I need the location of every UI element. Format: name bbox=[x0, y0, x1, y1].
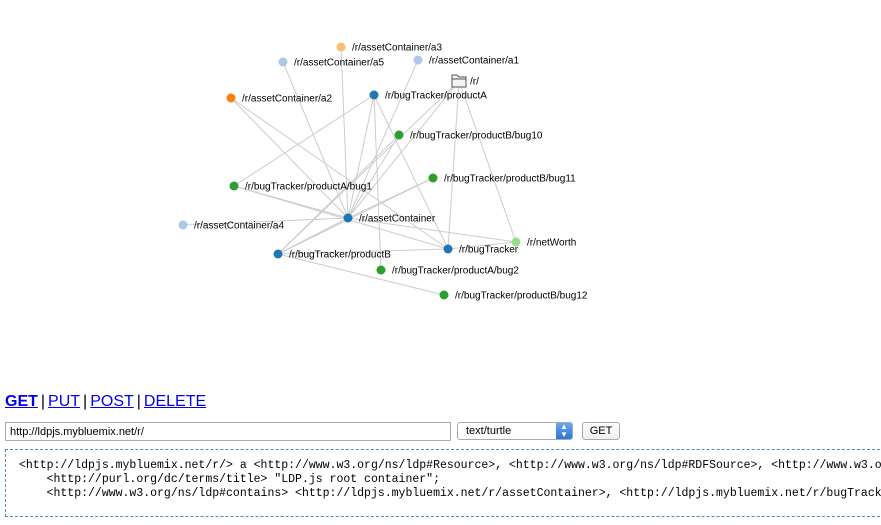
node-label: /r/assetContainer/a3 bbox=[352, 43, 442, 54]
node-label: /r/bugTracker/productB/bug11 bbox=[444, 174, 576, 185]
node-dot-icon bbox=[273, 249, 283, 259]
node-dot-icon bbox=[226, 93, 236, 103]
graph-edge bbox=[347, 80, 460, 219]
url-input[interactable] bbox=[5, 422, 451, 441]
node-dot-icon bbox=[511, 237, 521, 247]
graph-edge bbox=[277, 80, 460, 255]
graph-node[interactable]: /r/bugTracker/productB/bug12 bbox=[439, 290, 588, 302]
graph-edge bbox=[233, 94, 375, 187]
graph-edge bbox=[347, 94, 375, 219]
graph-edge bbox=[277, 253, 445, 296]
node-label: /r/bugTracker/productB/bug12 bbox=[455, 291, 588, 302]
node-label: /r/assetContainer/a4 bbox=[194, 221, 284, 232]
graph-edge bbox=[182, 217, 349, 226]
node-label: /r/assetContainer/a2 bbox=[242, 94, 332, 105]
graph-node[interactable]: /r/bugTracker bbox=[443, 244, 519, 256]
node-label: /r/bugTracker bbox=[459, 245, 519, 256]
node-dot-icon bbox=[343, 213, 353, 223]
graph-edge bbox=[373, 94, 382, 271]
method-separator: | bbox=[83, 393, 88, 410]
graph-node[interactable]: /r/assetContainer/a3 bbox=[336, 42, 443, 54]
post-method-link[interactable]: POST bbox=[90, 393, 134, 410]
node-label: /r/netWorth bbox=[527, 238, 576, 249]
node-dot-icon bbox=[394, 130, 404, 140]
graph-node[interactable]: /r/bugTracker/productB bbox=[273, 249, 392, 261]
node-dot-icon bbox=[376, 265, 386, 275]
graph-edge bbox=[347, 59, 419, 219]
node-dot-icon bbox=[278, 57, 288, 67]
node-dot-icon bbox=[413, 55, 423, 65]
node-label: /r/assetContainer/a1 bbox=[429, 56, 519, 67]
graph-edge bbox=[230, 97, 349, 219]
graph-edge bbox=[277, 177, 434, 255]
node-label: /r/bugTracker/productA/bug2 bbox=[392, 266, 519, 277]
response-line: <http://ldpjs.mybluemix.net/r/> a <http:… bbox=[19, 459, 881, 472]
graph-edge bbox=[277, 134, 400, 255]
graph-edges bbox=[182, 46, 517, 296]
graph-edge bbox=[233, 185, 449, 250]
node-dot-icon bbox=[443, 244, 453, 254]
graph-edge bbox=[277, 248, 449, 255]
get-method-link[interactable]: GET bbox=[5, 393, 38, 410]
graph-node[interactable]: /r/assetContainer/a4 bbox=[178, 220, 285, 232]
node-label: /r/bugTracker/productB bbox=[289, 250, 391, 261]
graph-edge bbox=[340, 46, 349, 219]
response-body: <http://ldpjs.mybluemix.net/r/> a <http:… bbox=[6, 450, 881, 501]
node-label: /r/assetContainer/a5 bbox=[294, 58, 384, 69]
graph-edge bbox=[447, 241, 517, 250]
method-separator: | bbox=[136, 393, 141, 410]
select-arrows-icon: ▲ ▼ bbox=[556, 423, 572, 439]
graph-node[interactable]: /r/bugTracker/productA bbox=[369, 90, 488, 102]
node-dot-icon bbox=[428, 173, 438, 183]
node-label: /r/bugTracker/productA/bug1 bbox=[245, 182, 372, 193]
resource-graph[interactable]: /r/assetContainer/a3/r/assetContainer/a5… bbox=[0, 0, 881, 380]
graph-node[interactable]: /r/bugTracker/productB/bug10 bbox=[394, 130, 543, 142]
mime-type-select[interactable]: text/turtle ▲ ▼ bbox=[457, 422, 573, 440]
submit-get-button[interactable]: GET bbox=[582, 422, 620, 440]
put-method-link[interactable]: PUT bbox=[48, 393, 81, 410]
graph-node[interactable]: /r/bugTracker/productB/bug11 bbox=[428, 173, 577, 185]
node-dot-icon bbox=[439, 290, 449, 300]
graph-edge bbox=[282, 61, 349, 219]
response-panel: <http://ldpjs.mybluemix.net/r/> a <http:… bbox=[5, 449, 881, 517]
graph-edge bbox=[373, 94, 449, 250]
graph-node[interactable]: /r/assetContainer bbox=[343, 213, 436, 225]
node-dot-icon bbox=[369, 90, 379, 100]
graph-nodes[interactable]: /r/assetContainer/a3/r/assetContainer/a5… bbox=[178, 42, 588, 302]
graph-edge bbox=[447, 80, 460, 250]
response-line: <http://purl.org/dc/terms/title> "LDP.js… bbox=[19, 473, 440, 486]
graph-node[interactable]: /r/netWorth bbox=[511, 237, 577, 249]
delete-method-link[interactable]: DELETE bbox=[143, 393, 207, 410]
response-line: <http://www.w3.org/ns/ldp#contains> <htt… bbox=[46, 487, 881, 500]
node-label: /r/bugTracker/productB/bug10 bbox=[410, 131, 543, 142]
graph-edge bbox=[230, 97, 449, 250]
node-dot-icon bbox=[178, 220, 188, 230]
graph-edge bbox=[347, 134, 400, 219]
method-separator: | bbox=[40, 393, 46, 410]
graph-node[interactable]: /r/ bbox=[451, 74, 479, 88]
graph-edge bbox=[458, 80, 517, 243]
folder-icon bbox=[451, 74, 467, 88]
graph-node[interactable]: /r/assetContainer/a5 bbox=[278, 57, 385, 69]
node-label: /r/bugTracker/productA bbox=[385, 91, 487, 102]
graph-edge bbox=[347, 217, 517, 243]
graph-node[interactable]: /r/assetContainer/a2 bbox=[226, 93, 333, 105]
node-label: /r/assetContainer bbox=[359, 214, 436, 225]
node-dot-icon bbox=[229, 181, 239, 191]
node-label: /r/ bbox=[470, 77, 479, 88]
graph-node[interactable]: /r/bugTracker/productA/bug2 bbox=[376, 265, 520, 277]
mime-type-value: text/turtle bbox=[466, 425, 512, 437]
node-dot-icon bbox=[336, 42, 346, 52]
http-method-links: GET | PUT | POST | DELETE bbox=[5, 393, 206, 411]
graph-node[interactable]: /r/bugTracker/productA/bug1 bbox=[229, 181, 373, 193]
graph-node[interactable]: /r/assetContainer/a1 bbox=[413, 55, 520, 67]
